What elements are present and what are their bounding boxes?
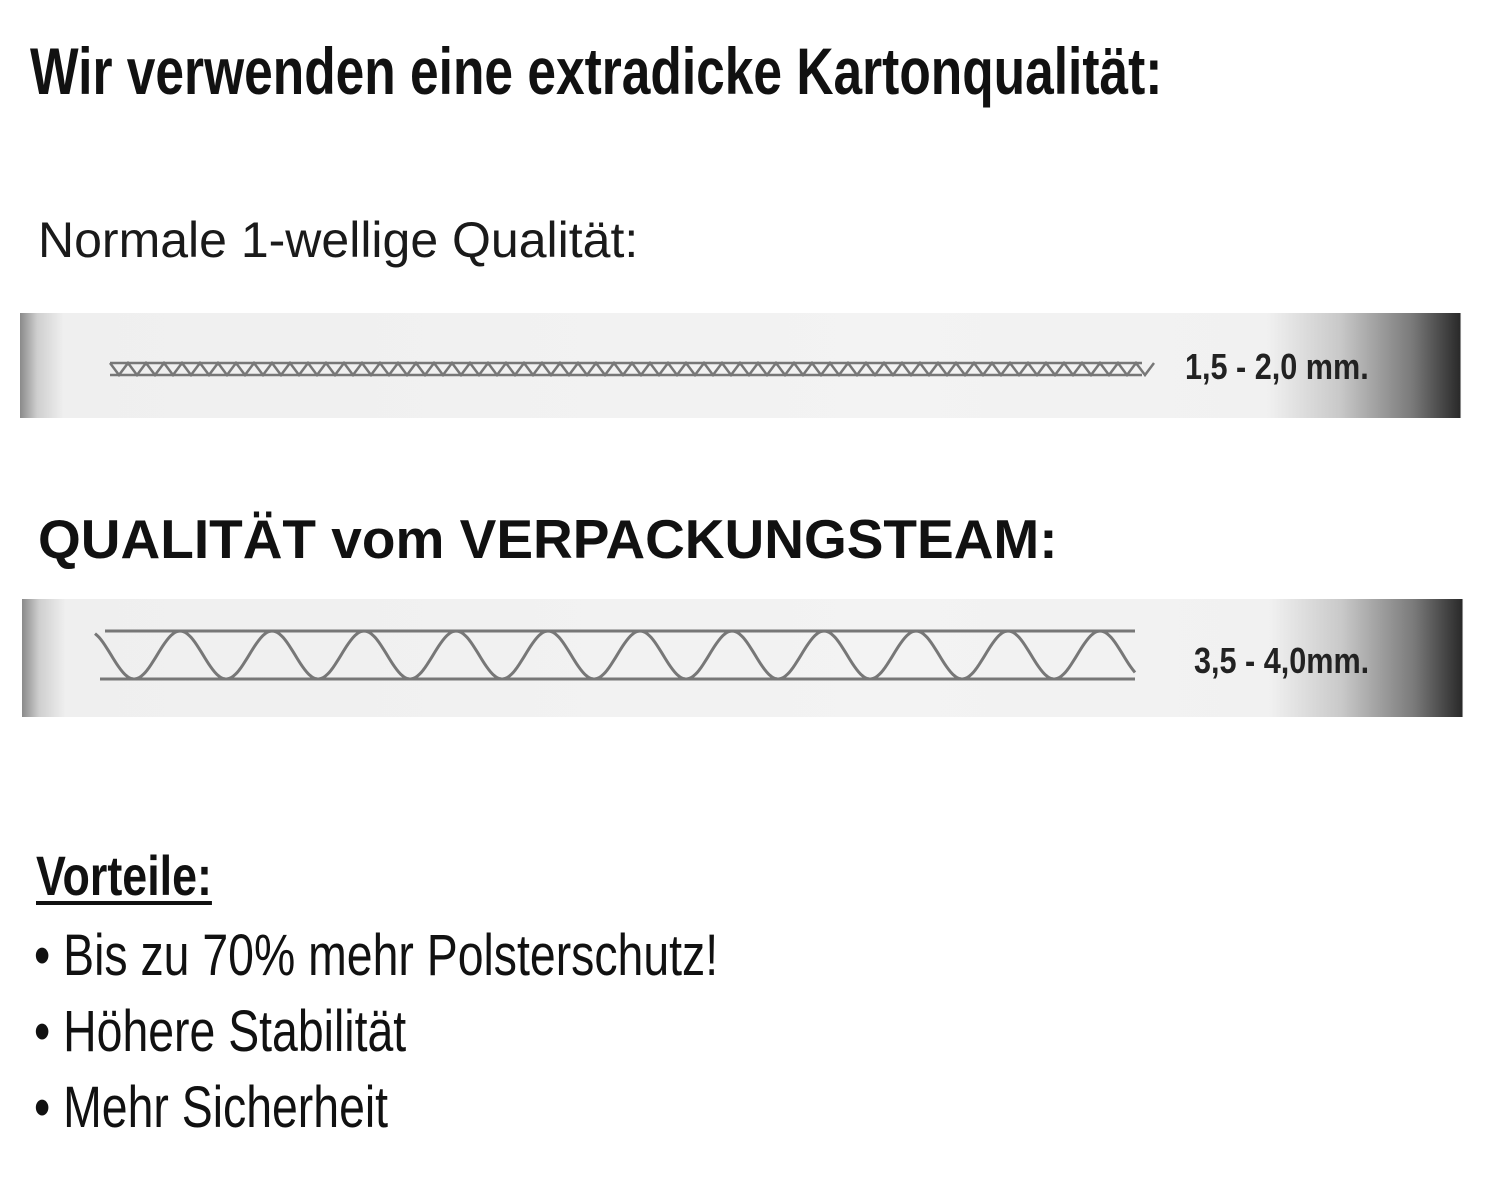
page-title: Wir verwenden eine extradicke Kartonqual… [30,34,1163,108]
advantage-item: • Bis zu 70% mehr Polsterschutz! [34,923,719,988]
advantage-item: • Mehr Sicherheit [34,1075,389,1140]
premium-thickness-label: 3,5 - 4,0mm. [1194,640,1370,681]
thick-flute-diagram [94,629,1137,681]
advantage-item: • Höhere Stabilität [34,999,407,1064]
thick-flute-cross-section: 3,5 - 4,0mm. [22,599,1472,717]
normal-thickness-label: 1,5 - 2,0 mm. [1185,346,1369,387]
normal-quality-heading: Normale 1-wellige Qualität: [38,212,639,268]
premium-quality-heading: QUALITÄT vom VERPACKUNGSTEAM: [38,508,1058,570]
advantages-heading: Vorteile: [36,844,212,907]
single-flute-diagram [109,360,1155,378]
single-flute-cross-section: 1,5 - 2,0 mm. [20,313,1470,418]
flute [109,360,1155,378]
flute [94,629,1137,681]
